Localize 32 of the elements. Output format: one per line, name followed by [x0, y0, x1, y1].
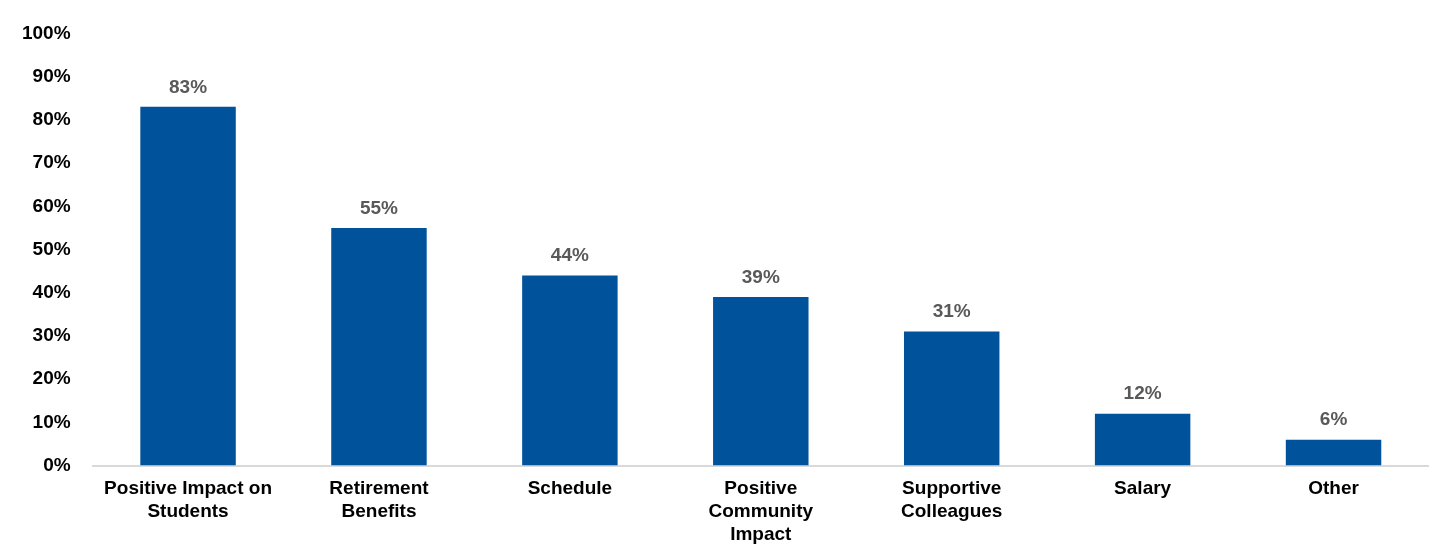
y-tick-label: 60%: [32, 194, 71, 216]
x-tick-label: Other: [1308, 477, 1360, 499]
bar: [1285, 439, 1382, 466]
data-label: 39%: [741, 265, 780, 287]
x-tick-label: Supportive Colleagues: [901, 477, 1003, 522]
y-tick-label: 40%: [32, 280, 71, 302]
x-tick-label: Schedule: [527, 477, 613, 499]
y-tick-label: 70%: [32, 151, 71, 173]
bar: [331, 227, 427, 466]
y-tick-label: 20%: [32, 367, 71, 389]
x-tick-label: Positive Community Impact: [708, 477, 814, 544]
y-tick-label: 80%: [32, 108, 71, 130]
x-tick-label: Retirement Benefits: [329, 477, 430, 522]
bar: [522, 275, 618, 466]
y-tick-label: 90%: [32, 64, 71, 86]
bar: [1094, 413, 1191, 466]
y-tick-label: 50%: [32, 237, 71, 259]
x-tick-label: Salary: [1114, 477, 1172, 499]
y-tick-label: 100%: [21, 21, 71, 43]
bar: [713, 297, 809, 466]
data-label: 55%: [359, 196, 399, 218]
data-label: 12%: [1123, 382, 1162, 404]
bar: [140, 106, 236, 466]
data-label: 6%: [1319, 408, 1348, 430]
data-label: 31%: [932, 300, 971, 322]
data-label: 83%: [169, 75, 208, 97]
data-label: 44%: [550, 244, 589, 266]
x-tick-label: Positive Impact on Students: [104, 477, 272, 522]
y-tick-label: 30%: [32, 324, 71, 346]
y-tick-label: 0%: [43, 453, 71, 475]
y-tick-label: 10%: [32, 410, 71, 432]
bar: [903, 331, 1000, 466]
